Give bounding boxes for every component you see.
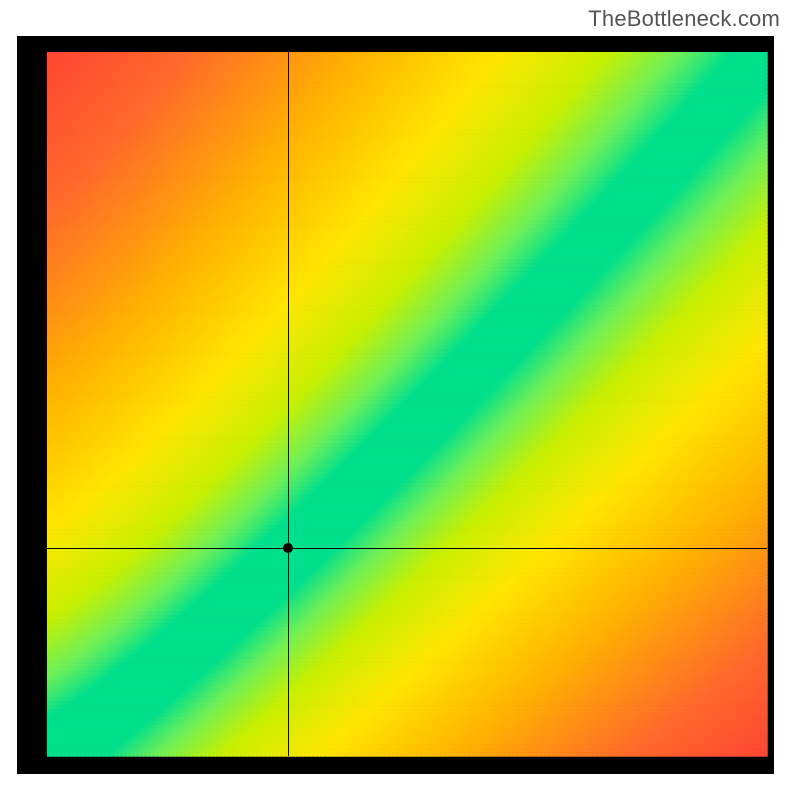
crosshair-vertical (288, 52, 289, 756)
watermark-text: TheBottleneck.com (588, 6, 780, 32)
crosshair-horizontal (47, 548, 767, 549)
chart-container: TheBottleneck.com (0, 0, 800, 800)
bottleneck-heatmap (17, 36, 774, 774)
